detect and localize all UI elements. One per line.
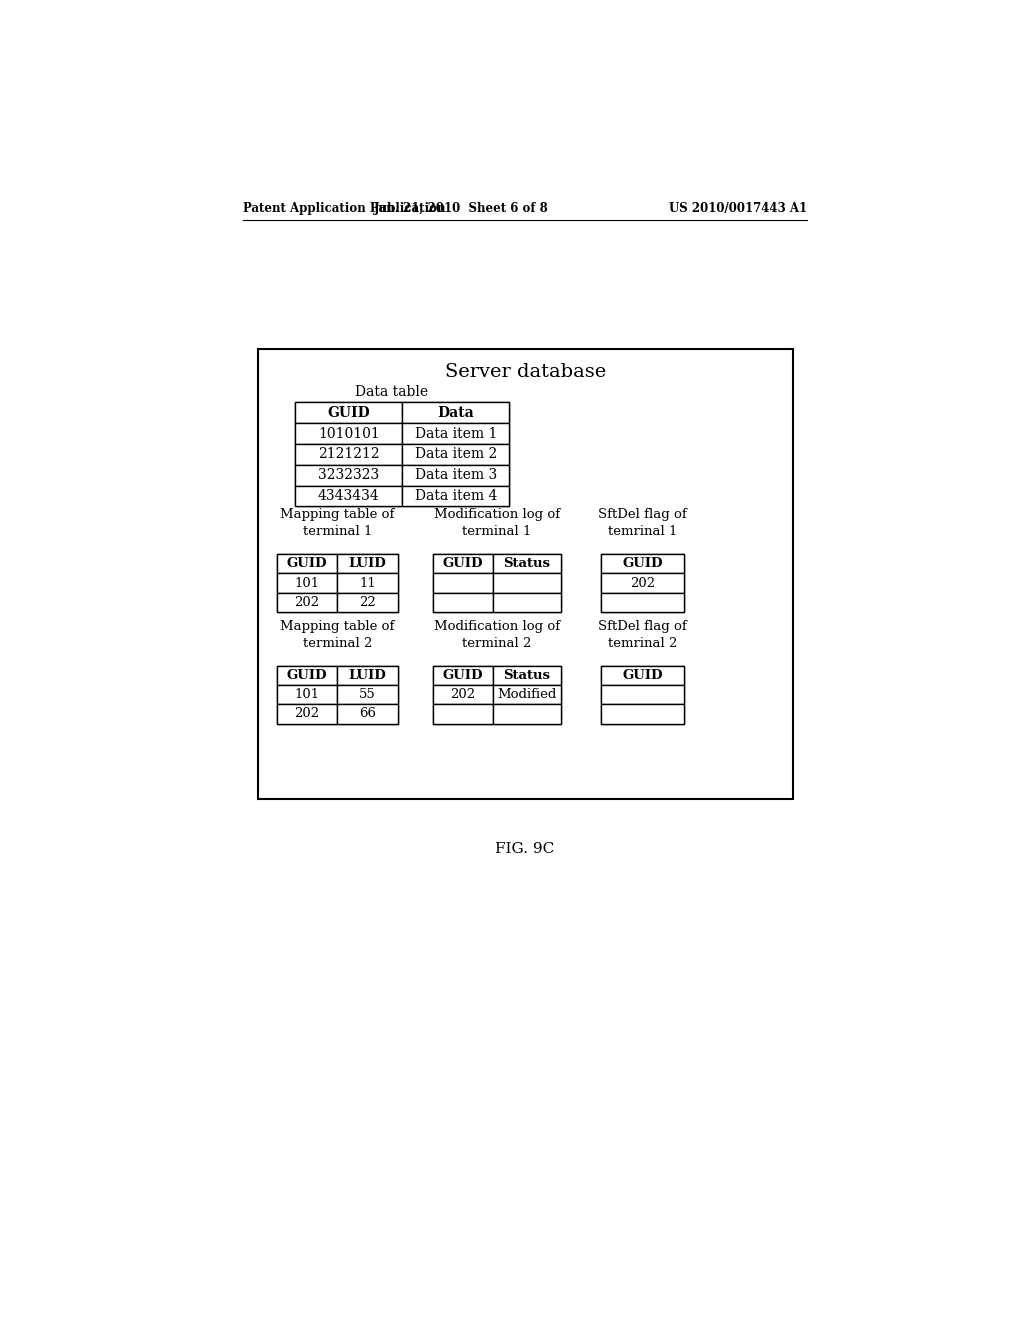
Text: US 2010/0017443 A1: US 2010/0017443 A1: [669, 202, 807, 215]
Text: GUID: GUID: [442, 669, 483, 682]
Bar: [276, 705, 337, 723]
Bar: [432, 685, 493, 705]
Bar: [276, 593, 337, 612]
Bar: [432, 593, 493, 612]
Bar: [295, 424, 402, 444]
Bar: [432, 573, 493, 593]
Text: GUID: GUID: [623, 557, 663, 570]
Bar: [601, 685, 684, 705]
Bar: [493, 685, 561, 705]
Text: Jan. 21, 2010  Sheet 6 of 8: Jan. 21, 2010 Sheet 6 of 8: [374, 202, 549, 215]
Bar: [276, 665, 397, 723]
Text: GUID: GUID: [442, 557, 483, 570]
Text: 101: 101: [295, 688, 319, 701]
Text: Status: Status: [504, 669, 551, 682]
Bar: [432, 554, 561, 612]
Text: Status: Status: [504, 557, 551, 570]
Bar: [601, 554, 684, 573]
Text: Data: Data: [437, 405, 474, 420]
Text: 22: 22: [359, 595, 376, 609]
Bar: [295, 403, 509, 507]
Bar: [402, 486, 509, 507]
Text: FIG. 9C: FIG. 9C: [496, 842, 554, 857]
Text: GUID: GUID: [328, 405, 371, 420]
Bar: [402, 444, 509, 465]
Bar: [258, 350, 793, 799]
Text: Data item 3: Data item 3: [415, 469, 497, 482]
Text: GUID: GUID: [287, 557, 328, 570]
Bar: [601, 554, 684, 612]
Bar: [295, 444, 402, 465]
Bar: [493, 593, 561, 612]
Bar: [432, 554, 493, 573]
Text: 202: 202: [295, 595, 319, 609]
Bar: [402, 424, 509, 444]
Bar: [601, 573, 684, 593]
Text: 66: 66: [359, 708, 376, 721]
Bar: [432, 705, 493, 723]
Bar: [295, 486, 402, 507]
Bar: [337, 593, 397, 612]
Bar: [493, 573, 561, 593]
Text: LUID: LUID: [348, 557, 386, 570]
Bar: [276, 685, 337, 705]
Text: Modified: Modified: [498, 688, 557, 701]
Bar: [402, 403, 509, 424]
Text: Data item 4: Data item 4: [415, 488, 497, 503]
Bar: [337, 705, 397, 723]
Text: Mapping table of
terminal 1: Mapping table of terminal 1: [280, 508, 394, 539]
Text: Patent Application Publication: Patent Application Publication: [243, 202, 445, 215]
Bar: [601, 593, 684, 612]
Bar: [601, 705, 684, 723]
Text: GUID: GUID: [287, 669, 328, 682]
Bar: [276, 554, 397, 612]
Text: 11: 11: [359, 577, 376, 590]
Bar: [601, 665, 684, 723]
Text: 202: 202: [295, 708, 319, 721]
Bar: [493, 665, 561, 685]
Bar: [493, 554, 561, 573]
Bar: [432, 665, 493, 685]
Text: Modification log of
terminal 1: Modification log of terminal 1: [434, 508, 560, 539]
Bar: [337, 665, 397, 685]
Bar: [295, 465, 402, 486]
Text: 1010101: 1010101: [318, 426, 380, 441]
Text: 3232323: 3232323: [318, 469, 380, 482]
Text: Modification log of
terminal 2: Modification log of terminal 2: [434, 620, 560, 649]
Text: 55: 55: [359, 688, 376, 701]
Text: Mapping table of
terminal 2: Mapping table of terminal 2: [280, 620, 394, 649]
Bar: [276, 573, 337, 593]
Text: 202: 202: [451, 688, 475, 701]
Text: 4343434: 4343434: [318, 488, 380, 503]
Bar: [337, 685, 397, 705]
Bar: [337, 554, 397, 573]
Bar: [601, 665, 684, 685]
Bar: [402, 465, 509, 486]
Text: 202: 202: [630, 577, 655, 590]
Bar: [295, 403, 402, 424]
Text: Data item 1: Data item 1: [415, 426, 497, 441]
Bar: [337, 573, 397, 593]
Text: SftDel flag of
temrinal 1: SftDel flag of temrinal 1: [598, 508, 687, 539]
Text: SftDel flag of
temrinal 2: SftDel flag of temrinal 2: [598, 620, 687, 649]
Bar: [276, 554, 337, 573]
Text: GUID: GUID: [623, 669, 663, 682]
Text: 2121212: 2121212: [318, 447, 380, 462]
Text: LUID: LUID: [348, 669, 386, 682]
Text: Server database: Server database: [445, 363, 606, 381]
Text: 101: 101: [295, 577, 319, 590]
Bar: [493, 705, 561, 723]
Bar: [276, 665, 337, 685]
Text: Data item 2: Data item 2: [415, 447, 497, 462]
Bar: [432, 665, 561, 723]
Text: Data table: Data table: [355, 384, 428, 399]
